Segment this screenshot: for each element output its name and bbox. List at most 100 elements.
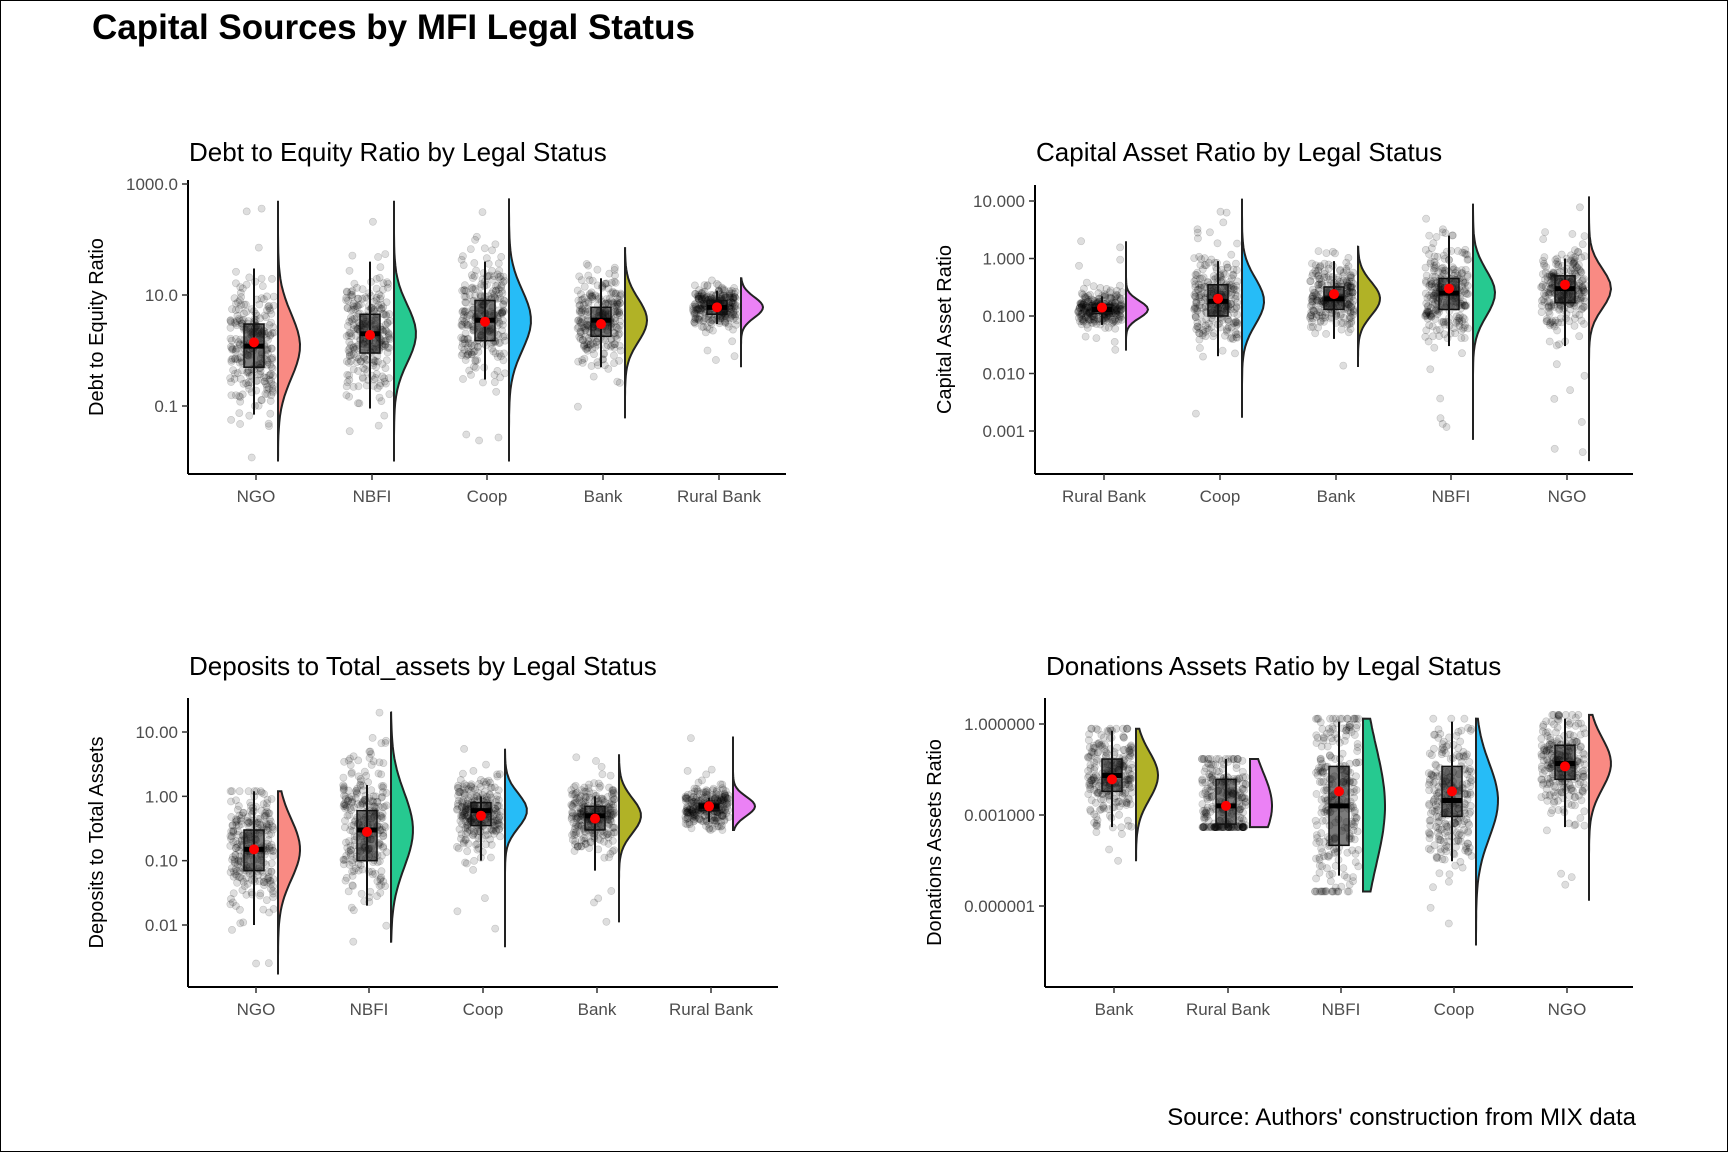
data-point	[349, 299, 358, 308]
data-point	[227, 355, 236, 364]
data-point	[1116, 243, 1124, 252]
data-point	[342, 287, 351, 296]
data-point	[1238, 767, 1247, 776]
data-point	[267, 318, 275, 327]
data-point	[1330, 849, 1339, 857]
panel-4-title: Donations Assets Ratio by Legal Status	[1046, 651, 1502, 681]
data-point	[1081, 332, 1090, 341]
data-point	[727, 298, 735, 307]
data-point	[498, 289, 507, 298]
data-point	[1197, 283, 1206, 292]
data-point	[491, 240, 500, 249]
data-point	[469, 831, 477, 840]
data-point	[230, 318, 239, 327]
density-cloud	[1588, 196, 1613, 462]
data-point	[347, 288, 356, 296]
y-tick-label: 0.001000	[964, 806, 1035, 825]
data-point	[349, 306, 357, 314]
series-nbfi: NBFI	[342, 200, 417, 506]
data-point	[1571, 246, 1579, 254]
data-point	[240, 309, 248, 318]
data-point	[1192, 409, 1200, 418]
density-cloud	[393, 200, 417, 462]
data-point	[693, 786, 702, 795]
data-point	[1578, 448, 1587, 456]
data-point	[1213, 239, 1222, 248]
data-point	[265, 301, 273, 310]
data-point	[236, 420, 244, 428]
data-point	[354, 301, 363, 309]
data-point	[1432, 326, 1441, 334]
data-point	[1112, 724, 1121, 733]
data-point	[612, 334, 621, 343]
data-point	[381, 336, 390, 345]
data-point	[1241, 801, 1250, 810]
data-point	[348, 293, 357, 301]
data-point	[268, 384, 277, 393]
series-bank: Bank	[567, 753, 642, 1019]
data-point	[236, 283, 245, 291]
data-point	[240, 300, 249, 309]
data-point	[701, 788, 710, 797]
data-point	[256, 891, 264, 900]
data-point	[241, 300, 250, 309]
data-point	[343, 378, 352, 387]
data-point	[383, 278, 391, 287]
data-point	[473, 343, 482, 351]
data-point	[493, 366, 502, 375]
data-point	[1122, 780, 1130, 789]
data-point	[1320, 259, 1329, 268]
density-cloud	[1472, 203, 1497, 440]
x-tick-label: NBFI	[350, 1000, 389, 1019]
data-point	[1117, 305, 1126, 313]
data-point	[1546, 321, 1554, 330]
x-tick-label: Coop	[463, 1000, 504, 1019]
data-point	[1202, 315, 1211, 324]
mean-point	[249, 844, 259, 855]
data-point	[235, 867, 244, 876]
data-point	[264, 419, 273, 428]
data-point	[268, 329, 277, 337]
data-point	[348, 795, 357, 804]
data-point	[1076, 299, 1085, 308]
data-point	[231, 279, 240, 288]
data-point	[464, 785, 473, 793]
data-point	[1232, 259, 1240, 268]
data-point	[459, 261, 468, 269]
data-point	[347, 341, 355, 349]
data-point	[257, 274, 266, 283]
data-point	[255, 300, 264, 309]
data-point	[238, 886, 247, 894]
data-point	[345, 338, 354, 346]
data-point	[462, 307, 470, 316]
data-point	[1421, 263, 1430, 272]
data-point	[264, 302, 273, 311]
data-point	[455, 825, 464, 834]
data-point	[231, 354, 240, 363]
data-point	[231, 335, 240, 343]
data-point	[267, 795, 276, 803]
data-point	[606, 771, 615, 780]
data-point	[383, 343, 392, 352]
data-point	[245, 411, 254, 420]
data-point	[374, 301, 383, 310]
data-point	[1216, 207, 1225, 216]
data-point	[1190, 305, 1199, 314]
data-point	[1229, 755, 1238, 763]
data-point	[607, 278, 616, 287]
data-point	[683, 767, 692, 775]
data-point	[1461, 285, 1470, 294]
data-point	[1422, 214, 1430, 223]
data-point	[234, 305, 243, 314]
data-point	[382, 298, 391, 307]
data-point	[268, 388, 277, 397]
data-point	[344, 358, 353, 367]
data-point	[386, 316, 394, 325]
mean-point	[365, 330, 375, 341]
data-point	[345, 352, 354, 360]
data-point	[1318, 862, 1326, 871]
data-point	[260, 377, 269, 386]
data-point	[1339, 361, 1348, 370]
data-point	[728, 337, 737, 346]
